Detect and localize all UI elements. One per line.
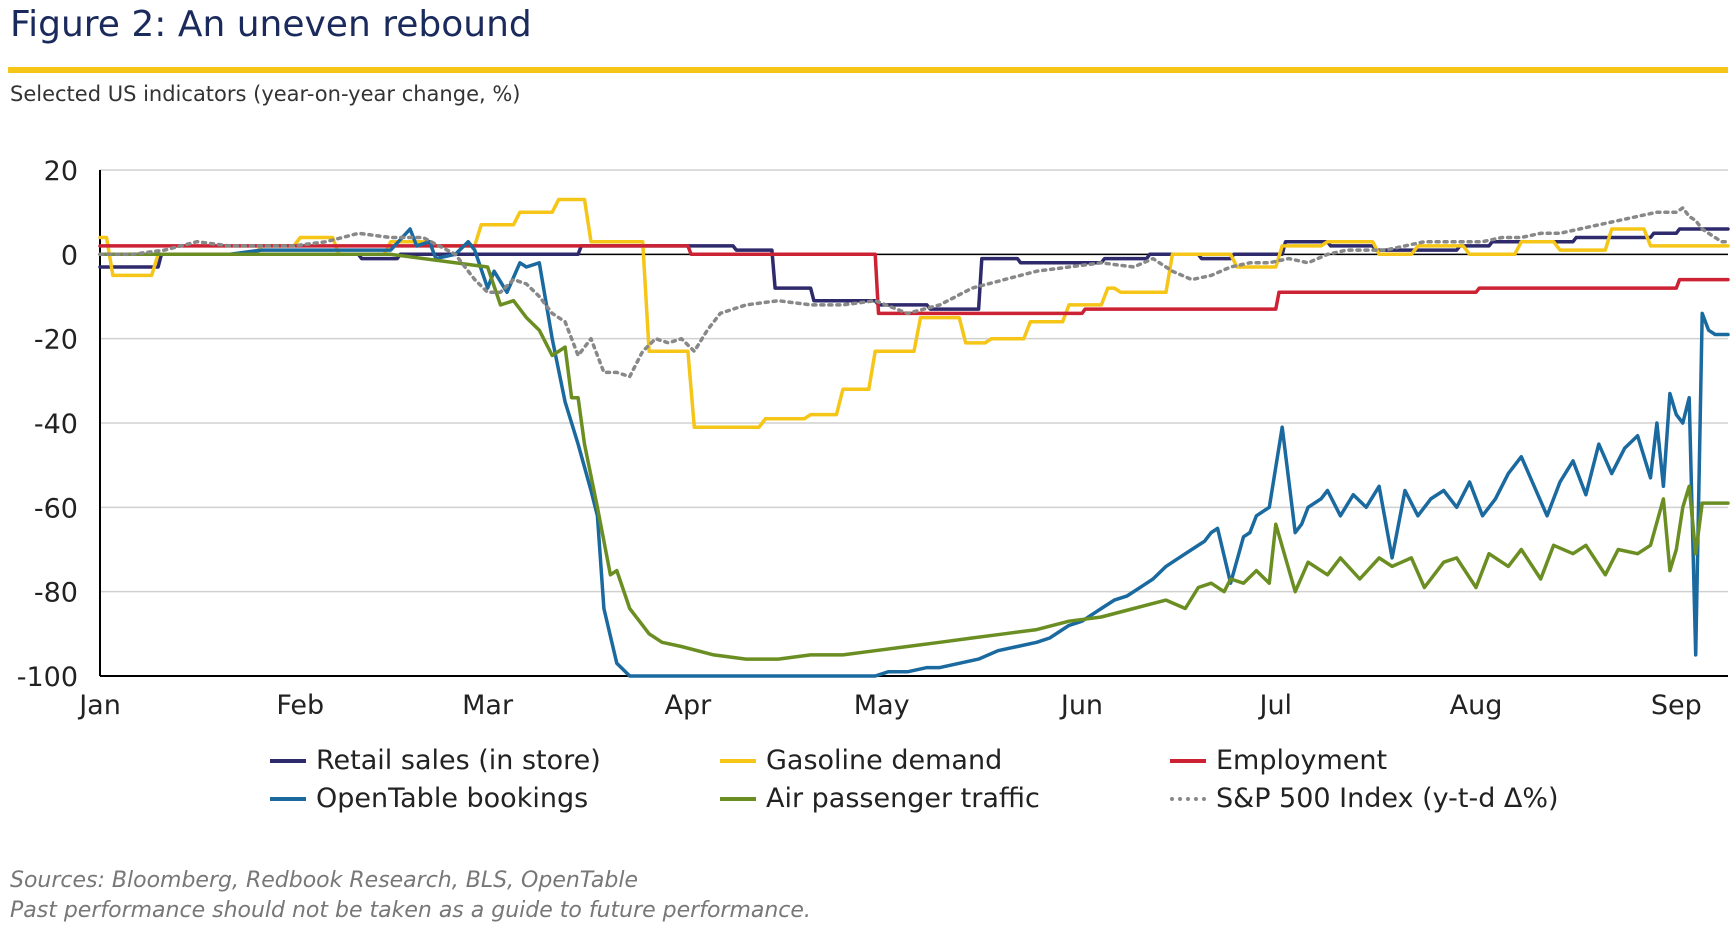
title-accent-rule [8, 67, 1728, 73]
series-line-employment [98, 244, 1730, 316]
chart-subtitle: Selected US indicators (year-on-year cha… [10, 82, 521, 106]
sources-note: Sources: Bloomberg, Redbook Research, BL… [10, 868, 639, 893]
legend-label: Gasoline demand [766, 745, 1003, 776]
x-tick-label: Aug [1450, 690, 1503, 721]
x-tick-label: Apr [665, 690, 713, 721]
legend-item: Gasoline demand [720, 745, 1002, 776]
legend-label: Air passenger traffic [766, 783, 1040, 814]
y-tick-label: 20 [44, 156, 78, 187]
y-tick-label: -80 [34, 578, 78, 609]
legend-swatch [270, 758, 306, 763]
y-tick-label: -40 [34, 409, 78, 440]
legend-swatch [270, 796, 306, 801]
legend-swatch [1170, 796, 1206, 801]
x-tick-label: Jul [1257, 690, 1292, 721]
chart-title: Figure 2: An uneven rebound [10, 4, 532, 45]
series-line-opentable-bookings [98, 227, 1730, 678]
legend-swatch [1170, 758, 1206, 763]
y-tick-label: -20 [34, 325, 78, 356]
legend-label: S&P 500 Index (y-t-d Δ%) [1216, 783, 1559, 814]
x-tick-label: Sep [1651, 690, 1702, 721]
legend-item: Employment [1170, 745, 1387, 776]
line-chart: 20 0 -20 -40 -60 -80 -100 Jan Feb Mar Apr May Jun Ju… [17, 156, 1730, 721]
x-tick-label: Jan [77, 690, 121, 721]
x-axis-ticks: Jan Feb Mar Apr May Jun Jul Aug Sep [77, 690, 1702, 721]
y-tick-label: 0 [61, 240, 78, 271]
legend-item: OpenTable bookings [270, 783, 588, 814]
legend-label: Retail sales (in store) [316, 745, 601, 776]
legend-swatch [720, 758, 756, 763]
chart-legend: Retail sales (in store) Gasoline demand Em… [270, 745, 1600, 835]
x-tick-label: Feb [276, 690, 324, 721]
series-lines [98, 197, 1730, 678]
legend-label: Employment [1216, 745, 1388, 776]
x-tick-label: May [854, 690, 910, 721]
y-tick-label: -100 [17, 662, 78, 693]
legend-swatch [720, 796, 756, 801]
legend-item: Retail sales (in store) [270, 745, 601, 776]
series-line-air-passenger-traffic [98, 252, 1730, 661]
series-line-s-p-500-index-y-t-d [98, 206, 1730, 379]
y-tick-label: -60 [34, 493, 78, 524]
x-tick-label: Mar [462, 690, 514, 721]
legend-item: Air passenger traffic [720, 783, 1040, 814]
disclaimer-note: Past performance should not be taken as … [10, 898, 811, 923]
gridlines [100, 169, 1728, 593]
legend-item: S&P 500 Index (y-t-d Δ%) [1170, 783, 1559, 814]
legend-label: OpenTable bookings [316, 783, 589, 814]
y-axis-ticks: 20 0 -20 -40 -60 -80 -100 [17, 156, 78, 693]
series-line-retail-sales-in-store [98, 227, 1730, 311]
x-tick-label: Jun [1059, 690, 1103, 721]
